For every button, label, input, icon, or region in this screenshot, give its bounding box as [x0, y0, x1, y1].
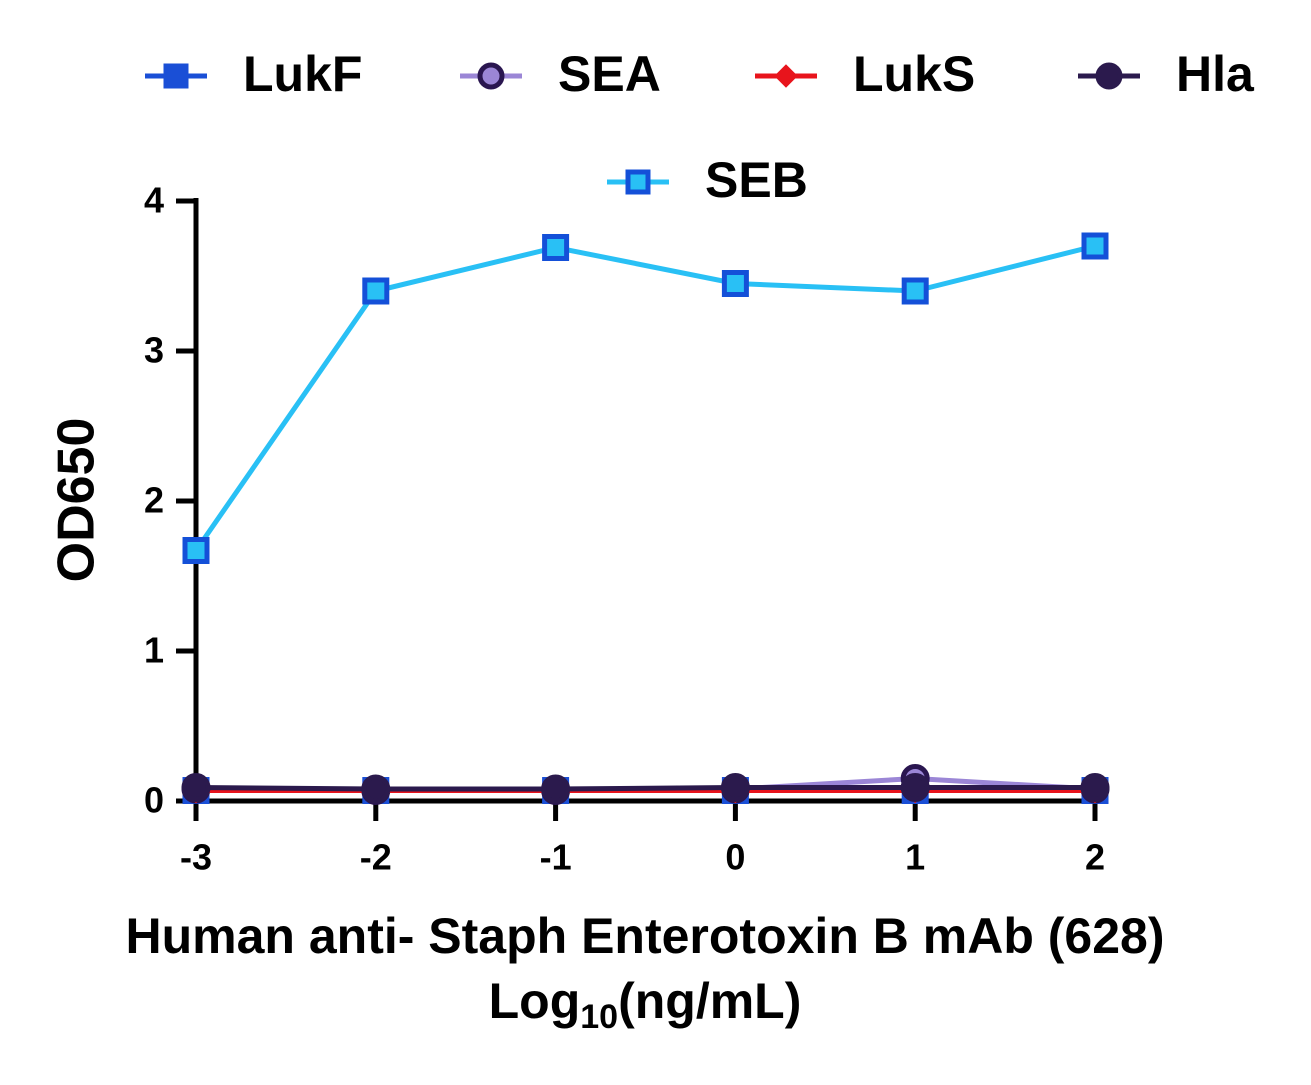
legend-label: Hla — [1176, 46, 1255, 102]
legend-marker — [774, 64, 798, 88]
y-tick-label: 2 — [144, 480, 164, 521]
x-tick-label: -3 — [180, 837, 212, 878]
x-axis-label: Human anti- Staph Enterotoxin B mAb (628… — [126, 908, 1165, 964]
marker — [900, 773, 930, 802]
marker — [721, 270, 749, 297]
y-tick-label: 1 — [144, 630, 164, 671]
x-label-part: Log — [489, 973, 581, 1029]
y-tick-label: 0 — [144, 780, 164, 821]
y-tick-label: 3 — [144, 330, 164, 371]
legend-marker — [1095, 62, 1123, 90]
x-tick-label: -1 — [540, 837, 572, 878]
legend-marker — [625, 169, 651, 195]
marker — [362, 277, 390, 305]
marker — [901, 277, 929, 305]
x-tick-label: -2 — [360, 837, 392, 878]
x-tick-label: 2 — [1085, 837, 1105, 878]
x-label-subscript: 10 — [580, 998, 618, 1036]
x-axis-label-unit: Log10(ng/mL) — [489, 973, 802, 1036]
marker — [182, 537, 210, 564]
marker — [361, 774, 391, 804]
y-tick-label: 4 — [144, 180, 164, 221]
series-line — [195, 785, 1095, 792]
marker — [1080, 773, 1110, 802]
series-line — [193, 243, 1096, 552]
legend-label: LukF — [243, 46, 362, 102]
legend-marker — [163, 63, 189, 89]
legend-label: LukS — [853, 46, 975, 102]
legend-label: SEA — [558, 46, 661, 102]
marker — [1081, 232, 1109, 260]
marker — [181, 773, 211, 802]
x-label-part: (ng/mL) — [618, 973, 801, 1029]
x-tick-label: 1 — [905, 837, 925, 878]
legend-marker — [477, 62, 505, 90]
legend-label: SEB — [705, 152, 808, 208]
x-tick-label: 0 — [725, 837, 745, 878]
marker — [720, 773, 750, 802]
y-axis-label: OD650 — [48, 418, 106, 583]
marker — [542, 234, 570, 261]
marker — [541, 774, 571, 804]
